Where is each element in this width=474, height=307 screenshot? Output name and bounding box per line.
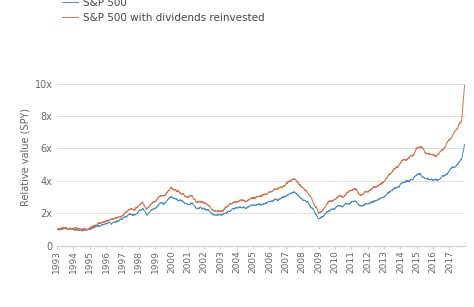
S&P 500 with dividends reinvested [112,216,118,220]
S&P 500 [332,206,338,210]
S&P 500 with dividends reinvested [260,193,265,197]
S&P 500 with dividends reinvested [135,204,141,208]
S&P 500 [79,229,85,233]
S&P 500 [228,209,234,212]
Legend: S&P 500, S&P 500 with dividends reinvested: S&P 500, S&P 500 with dividends reinvest… [62,0,264,23]
S&P 500 [135,210,141,214]
S&P 500 with dividends reinvested [233,200,238,204]
Y-axis label: Relative value (SPY): Relative value (SPY) [20,107,30,206]
Line: S&P 500: S&P 500 [57,144,465,231]
S&P 500 with dividends reinvested [54,227,60,231]
S&P 500 with dividends reinvested [462,84,467,87]
S&P 500 [462,142,467,146]
S&P 500 [54,227,60,231]
S&P 500 [112,221,118,224]
S&P 500 with dividends reinvested [332,198,338,201]
S&P 500 with dividends reinvested [228,202,234,205]
S&P 500 with dividends reinvested [84,228,90,232]
S&P 500 [260,202,265,206]
Line: S&P 500 with dividends reinvested: S&P 500 with dividends reinvested [57,85,465,230]
S&P 500 [233,206,238,210]
